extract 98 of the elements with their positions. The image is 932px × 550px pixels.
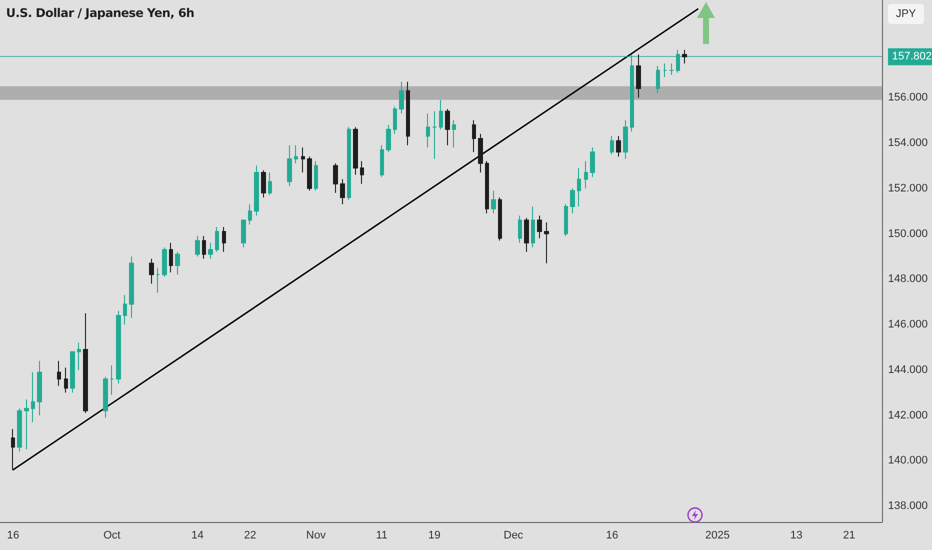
x-tick-label: 14 — [191, 530, 204, 542]
candlestick — [11, 428, 15, 470]
candlestick — [254, 165, 259, 216]
candlestick — [261, 170, 266, 198]
text: U.S. Dollar / Japanese Yen, 6h — [6, 6, 194, 20]
candlestick — [584, 160, 588, 189]
y-tick-label: 146.000 — [888, 318, 928, 331]
candlestick — [669, 63, 674, 76]
y-tick-label: 150.000 — [888, 228, 928, 240]
candlestick — [156, 267, 160, 294]
candlestick — [570, 188, 575, 214]
candlestick — [445, 108, 450, 146]
candlestick — [215, 226, 219, 252]
candlestick — [162, 246, 167, 278]
x-tick-label: 13 — [790, 530, 803, 542]
candlestick — [169, 242, 173, 273]
x-tick-label: Nov — [306, 530, 326, 542]
candlestick — [393, 106, 397, 134]
candlestick — [287, 144, 292, 187]
candlestick — [333, 162, 338, 194]
candlestick — [406, 81, 410, 146]
y-tick-label: 144.000 — [888, 364, 928, 376]
candlestick — [380, 144, 384, 178]
candlestick — [24, 398, 29, 450]
candlestick — [195, 236, 200, 257]
candlestick — [360, 160, 364, 184]
candlestick — [478, 133, 483, 173]
candlestick — [426, 112, 430, 148]
candlestick — [347, 126, 351, 200]
candlestick — [241, 220, 246, 248]
candlestick — [129, 256, 134, 318]
candlestick — [77, 342, 81, 370]
candlestick — [116, 310, 121, 384]
x-tick-label: 16 — [7, 530, 20, 542]
y-axis-title: JPY — [888, 4, 924, 24]
candlestick — [491, 190, 496, 214]
x-tick-label: 2025 — [705, 530, 730, 542]
candlestick — [202, 236, 206, 260]
candlestick — [307, 156, 312, 192]
y-tick-label: 154.000 — [888, 136, 928, 149]
y-tick-label: 152.000 — [888, 182, 928, 194]
candlestick — [386, 124, 391, 153]
candlestick — [268, 172, 272, 196]
candlestick — [544, 222, 549, 264]
candlestick — [103, 376, 108, 418]
candlestick — [57, 360, 61, 386]
candlestick — [83, 312, 88, 414]
candlestick — [222, 226, 226, 252]
x-tick-label: Dec — [504, 530, 524, 542]
candlestick — [623, 120, 628, 160]
candlestick — [110, 364, 114, 396]
candlestick — [524, 217, 529, 252]
ref-line-label: 157.802 — [892, 50, 932, 63]
x-tick-label: Oct — [103, 530, 120, 542]
y-tick-label: 138.000 — [888, 500, 928, 512]
candlestick — [17, 408, 22, 452]
candlestick — [663, 63, 667, 78]
candlestick — [208, 242, 213, 260]
candlestick — [452, 120, 456, 148]
candlestick — [37, 360, 42, 416]
candlestick — [340, 178, 345, 205]
candlestick — [564, 204, 568, 237]
x-tick-label: 22 — [244, 530, 256, 542]
candlestick — [301, 147, 305, 173]
candlestick — [682, 49, 687, 64]
candlestick — [123, 294, 127, 326]
candlestick — [656, 65, 660, 94]
candlestick — [537, 215, 542, 239]
x-tick-label: 11 — [376, 530, 388, 542]
candlestick — [64, 367, 68, 394]
candlestick — [577, 167, 581, 208]
candlestick — [531, 206, 535, 248]
candlestick — [472, 120, 476, 153]
candlestick — [294, 144, 298, 164]
candlestick — [636, 54, 641, 98]
y-tick-label: 140.000 — [888, 454, 928, 467]
x-tick-label: 19 — [428, 530, 441, 542]
candlestick — [616, 136, 621, 158]
candlestick — [149, 258, 154, 284]
candlestick — [353, 126, 358, 176]
candlestick — [248, 204, 252, 226]
candlestick — [314, 160, 318, 192]
candlestick — [610, 136, 614, 155]
candlestick — [485, 160, 489, 214]
y-tick-label: 156.000 — [888, 92, 928, 104]
candlestick — [590, 147, 595, 178]
candlestick — [439, 99, 443, 130]
y-tick-label: 148.000 — [888, 273, 928, 286]
candlestick — [498, 196, 502, 242]
candlestick — [70, 351, 75, 394]
candlestick — [432, 110, 437, 160]
y-tick-label: 142.000 — [888, 409, 928, 422]
x-tick-label: 21 — [842, 530, 856, 542]
x-tick-label: 16 — [606, 530, 618, 542]
candlestick — [518, 215, 522, 244]
candlestick — [399, 81, 404, 114]
candlestick — [31, 372, 35, 423]
candlestick — [175, 251, 180, 276]
